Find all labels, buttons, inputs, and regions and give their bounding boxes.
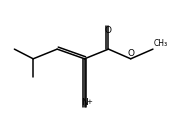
Text: CH₃: CH₃ <box>154 39 168 48</box>
Text: N: N <box>81 98 88 107</box>
Text: +: + <box>86 99 92 105</box>
Text: O: O <box>127 49 134 58</box>
Text: O: O <box>105 26 112 35</box>
